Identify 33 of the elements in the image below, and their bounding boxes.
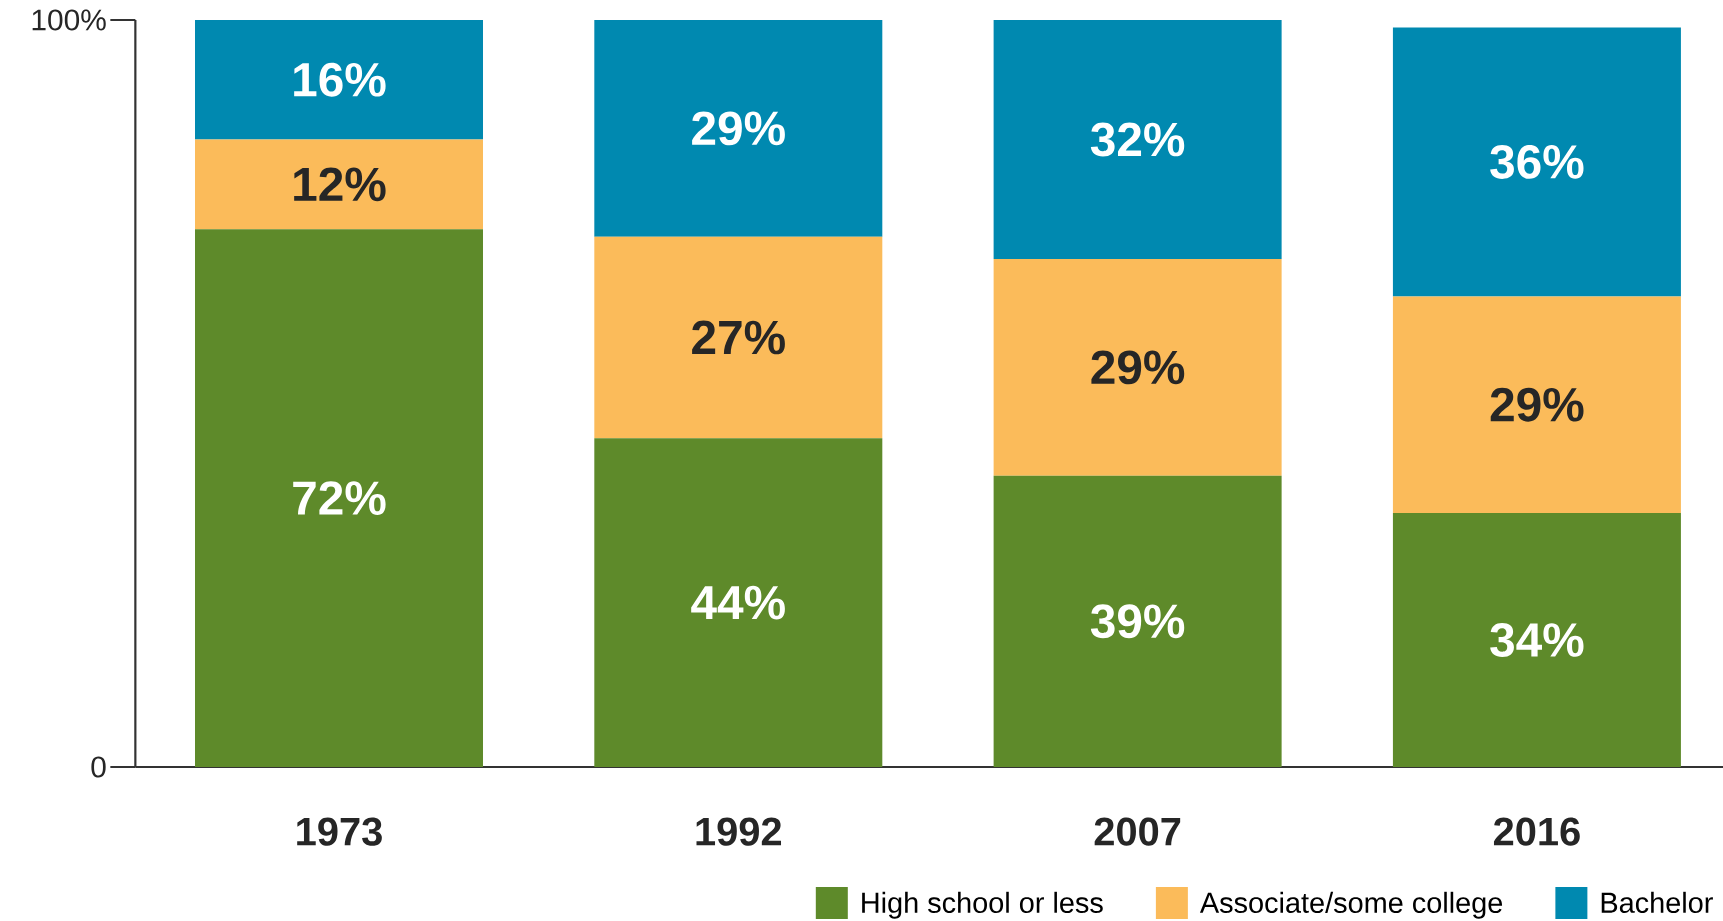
- bar: [195, 229, 483, 767]
- data-label: 32%: [1090, 122, 1185, 157]
- legend-label: Bachelor: [1601, 891, 1713, 913]
- bar: [1392, 513, 1681, 767]
- bar: [1392, 296, 1681, 514]
- data-label: 39%: [1090, 604, 1185, 639]
- bar: [594, 236, 883, 439]
- x-tick-label: 2007: [1094, 817, 1181, 846]
- data-label: 29%: [1490, 387, 1584, 422]
- y-tick-label: 100%: [32, 9, 106, 31]
- bar: [594, 19, 883, 237]
- data-label: 27%: [692, 320, 785, 355]
- bar: [993, 259, 1282, 476]
- data-label: 29%: [1091, 350, 1185, 385]
- x-tick-label: 1992: [696, 817, 782, 846]
- bar: [594, 438, 883, 767]
- bar: [195, 139, 483, 230]
- x-tick-label: 1973: [297, 817, 382, 846]
- bar: [993, 475, 1282, 767]
- bar: [195, 19, 483, 140]
- bar: [993, 19, 1282, 260]
- y-tick-label: 0: [91, 756, 106, 778]
- legend-label: Associate/some college: [1199, 891, 1503, 919]
- bar: [1392, 27, 1681, 297]
- x-tick-label: 2016: [1493, 817, 1580, 846]
- data-label: 44%: [691, 585, 785, 620]
- data-label: 16%: [294, 62, 386, 97]
- data-label: 29%: [692, 111, 785, 146]
- data-label: 34%: [1490, 623, 1584, 657]
- data-label: 12%: [294, 167, 386, 202]
- data-label: 72%: [293, 481, 386, 515]
- data-label: 36%: [1490, 144, 1584, 179]
- legend-label: High school or less: [862, 891, 1103, 919]
